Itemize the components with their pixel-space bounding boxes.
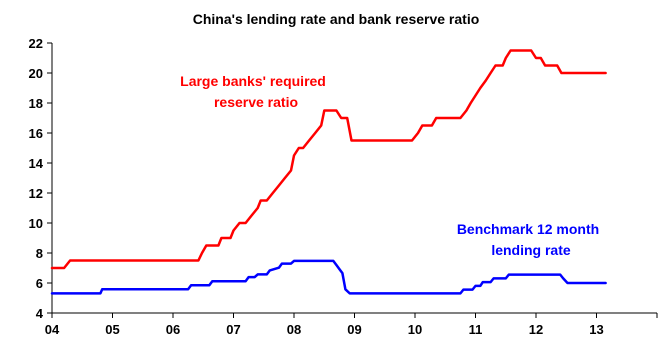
y-axis-ticks: 4 6 8 10 12 14 16 18 20 22 — [29, 36, 52, 321]
x-tick-label: 07 — [226, 322, 240, 337]
y-tick-label: 18 — [29, 96, 43, 111]
x-tick-label: 11 — [469, 322, 483, 337]
chart-title: China's lending rate and bank reserve ra… — [193, 11, 480, 27]
x-tick-label: 09 — [347, 322, 361, 337]
x-tick-label: 04 — [45, 322, 60, 337]
lending-rate-line — [52, 261, 606, 294]
y-tick-label: 12 — [29, 186, 43, 201]
y-tick-label: 20 — [29, 66, 43, 81]
x-tick-label: 12 — [529, 322, 543, 337]
x-axis-ticks: 04 05 06 07 08 09 10 11 12 13 — [45, 313, 657, 337]
lending-annotation-line2: lending rate — [491, 242, 571, 258]
lending-annotation-line1: Benchmark 12 month — [457, 221, 599, 237]
x-tick-label: 08 — [287, 322, 301, 337]
x-tick-label: 13 — [589, 322, 603, 337]
x-tick-label: 06 — [166, 322, 180, 337]
y-tick-label: 6 — [36, 276, 43, 291]
y-tick-label: 22 — [29, 36, 43, 51]
y-tick-label: 4 — [36, 306, 44, 321]
y-tick-label: 10 — [29, 216, 43, 231]
y-tick-label: 8 — [36, 246, 43, 261]
rrr-annotation-line2: reserve ratio — [214, 94, 298, 110]
x-tick-label: 10 — [408, 322, 422, 337]
rrr-annotation-line1: Large banks' required — [180, 73, 326, 89]
y-tick-label: 16 — [29, 126, 43, 141]
y-tick-label: 14 — [29, 156, 44, 171]
x-tick-label: 05 — [105, 322, 119, 337]
